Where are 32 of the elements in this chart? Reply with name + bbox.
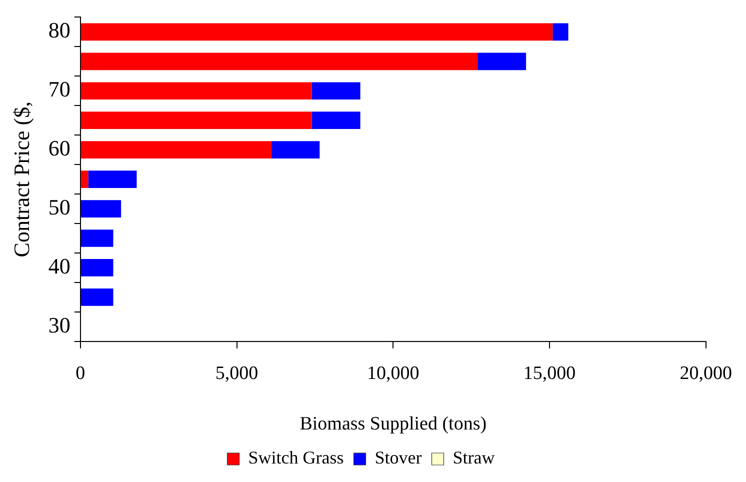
bar bbox=[80, 288, 114, 306]
y-tick-label: 80 bbox=[48, 18, 70, 43]
x-tick-label: 20,000 bbox=[680, 362, 732, 384]
bar bbox=[80, 23, 553, 41]
legend-label: Switch Grass bbox=[248, 448, 344, 468]
bar bbox=[80, 170, 88, 188]
bar bbox=[80, 141, 272, 159]
x-tick-label: 15,000 bbox=[523, 362, 576, 384]
y-axis-title: Contract Price ($, bbox=[8, 101, 34, 258]
y-tick-label: 60 bbox=[48, 136, 70, 161]
y-tick-label: 30 bbox=[48, 312, 70, 338]
bar bbox=[80, 52, 478, 70]
bar bbox=[80, 259, 114, 276]
x-tick-label: 5,000 bbox=[215, 362, 258, 384]
bar bbox=[478, 52, 526, 70]
bar bbox=[80, 112, 312, 130]
y-tick-label: 50 bbox=[48, 194, 70, 220]
bar bbox=[80, 82, 312, 100]
x-tick-label: 10,000 bbox=[367, 362, 420, 384]
bar bbox=[271, 141, 320, 159]
legend-label: Straw bbox=[452, 448, 495, 468]
x-axis-title: Biomass Supplied (tons) bbox=[300, 414, 487, 435]
bar bbox=[88, 170, 137, 188]
bar bbox=[80, 200, 122, 218]
bar bbox=[312, 82, 360, 100]
bar bbox=[552, 23, 568, 41]
legend-label: Stover bbox=[374, 448, 422, 468]
y-tick-label: 70 bbox=[48, 76, 70, 102]
x-tick-label: 0 bbox=[76, 362, 86, 384]
y-tick-label: 40 bbox=[48, 254, 70, 278]
bar bbox=[312, 112, 360, 130]
bar bbox=[80, 230, 114, 247]
